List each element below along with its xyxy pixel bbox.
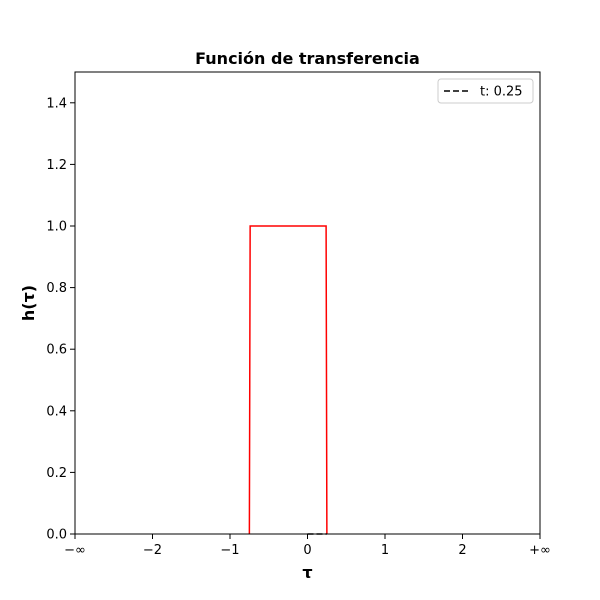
legend: t: 0.25 (437, 78, 534, 104)
x-axis-ticks: −∞ −2 −1 0 1 2 +∞ (64, 534, 551, 558)
x-tick-label: 0 (303, 543, 311, 558)
x-axis-label: τ (302, 563, 312, 582)
series-line-0 (248, 225, 328, 535)
y-tick-label: 0.8 (46, 281, 67, 296)
plot-area (248, 225, 328, 535)
y-tick-label: 1.2 (46, 158, 67, 173)
legend-entry-label: t: 0.25 (480, 85, 523, 100)
x-tick-label: −∞ (64, 543, 86, 558)
x-tick-label: −1 (220, 543, 239, 558)
y-tick-label: 0.2 (46, 466, 67, 481)
x-tick-label: −2 (143, 543, 162, 558)
x-tick-label: +∞ (529, 543, 551, 558)
plot-frame (74, 71, 541, 535)
y-tick-label: 0.6 (46, 343, 67, 358)
y-tick-label: 1.0 (46, 220, 67, 235)
x-tick-label: 2 (458, 543, 466, 558)
y-tick-label: 0.0 (46, 528, 67, 543)
legend-box (437, 78, 534, 104)
y-axis-label: h(τ) (19, 285, 38, 321)
chart-title: Función de transferencia (195, 49, 420, 68)
y-tick-label: 1.4 (46, 96, 67, 111)
y-tick-label: 0.4 (46, 404, 67, 419)
x-tick-label: 1 (381, 543, 389, 558)
y-axis-ticks: 0.0 0.2 0.4 0.6 0.8 1.0 1.2 1.4 (46, 96, 75, 543)
